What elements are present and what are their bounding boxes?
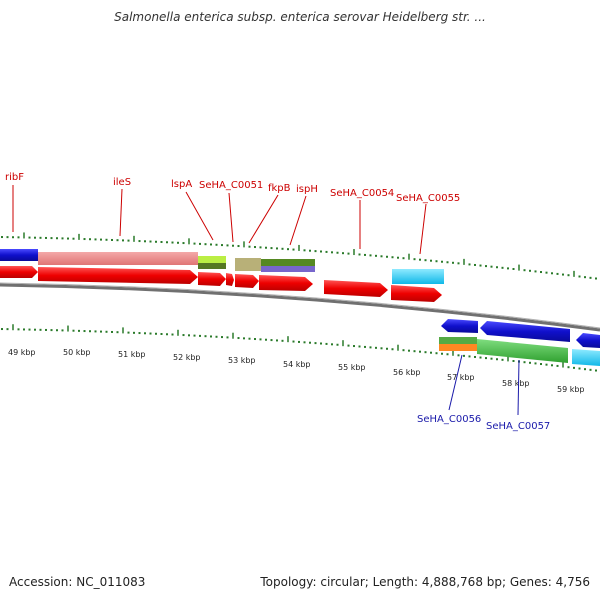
- kbp-label: 55 kbp: [338, 363, 366, 372]
- gene-label-fkpB[interactable]: fkpB: [268, 183, 291, 194]
- gene-box-SeHA_C0057: [477, 339, 568, 363]
- gene-arrow: [0, 266, 38, 278]
- gene-arrow: [441, 319, 478, 333]
- gene-label-lspA[interactable]: lspA: [171, 179, 192, 190]
- gene-label-SeHA_C0055[interactable]: SeHA_C0055: [396, 193, 460, 204]
- topology-text: Topology: circular; Length: 4,888,768 bp…: [260, 575, 590, 589]
- gene-arrow: [259, 275, 313, 291]
- gene-arrow: [576, 333, 600, 348]
- gene-arrow: [226, 273, 234, 286]
- kbp-label: 58 kbp: [502, 379, 530, 388]
- reverse-genes: [441, 319, 600, 348]
- gene-label-SeHA_C0056[interactable]: SeHA_C0056: [417, 414, 481, 425]
- gene-label-ribF[interactable]: ribF: [5, 172, 24, 183]
- kbp-label: 56 kbp: [393, 368, 421, 377]
- gene-box-ispH: [261, 259, 315, 266]
- kbp-label: 59 kbp: [557, 385, 585, 394]
- map-title: Salmonella enterica subsp. enterica sero…: [114, 10, 486, 24]
- gene-arrow: [391, 285, 442, 302]
- gene-arrow: [324, 280, 388, 297]
- gene-label-ispH[interactable]: ispH: [296, 184, 318, 195]
- scale-labels: 49 kbp 50 kbp 51 kbp 52 kbp 53 kbp 54 kb…: [8, 348, 585, 394]
- gene-label-SeHA_C0057[interactable]: SeHA_C0057: [486, 421, 550, 432]
- gene-labels-top: ribF ileS lspA SeHA_C0051 fkpB ispH SeHA…: [5, 172, 460, 255]
- gene-category-row-bottom: [439, 337, 600, 366]
- gene-box-ileS: [38, 252, 198, 265]
- accession-text: Accession: NC_011083: [9, 575, 146, 589]
- gene-box-SeHA_C0055: [392, 269, 444, 284]
- gene-arrow: [480, 321, 570, 342]
- kbp-label: 53 kbp: [228, 356, 256, 365]
- gene-label-ileS[interactable]: ileS: [113, 177, 131, 188]
- kbp-label: 49 kbp: [8, 348, 36, 357]
- gene-label-SeHA_C0051[interactable]: SeHA_C0051: [199, 180, 263, 191]
- scale-ticks-bottom: [1, 324, 597, 372]
- genome-backbone: [0, 283, 600, 332]
- kbp-label: 57 kbp: [447, 373, 475, 382]
- gene-category-row-top: [0, 249, 444, 284]
- forward-genes: [0, 266, 442, 302]
- gene-label-SeHA_C0054[interactable]: SeHA_C0054: [330, 188, 394, 199]
- kbp-label: 52 kbp: [173, 353, 201, 362]
- gene-arrow: [235, 274, 259, 288]
- kbp-label: 54 kbp: [283, 360, 311, 369]
- gene-arrow: [198, 272, 226, 286]
- kbp-label: 51 kbp: [118, 350, 146, 359]
- gene-labels-bottom: SeHA_C0056 SeHA_C0057: [417, 354, 550, 432]
- gene-box-ribF: [0, 249, 38, 261]
- gene-box-lspA: [198, 256, 226, 263]
- scale-ticks-top: [1, 232, 597, 280]
- gene-arrow: [38, 267, 198, 284]
- gene-box-SeHA_C0056: [439, 337, 477, 344]
- gene-box-fkpB: [235, 258, 261, 271]
- kbp-label: 50 kbp: [63, 348, 91, 357]
